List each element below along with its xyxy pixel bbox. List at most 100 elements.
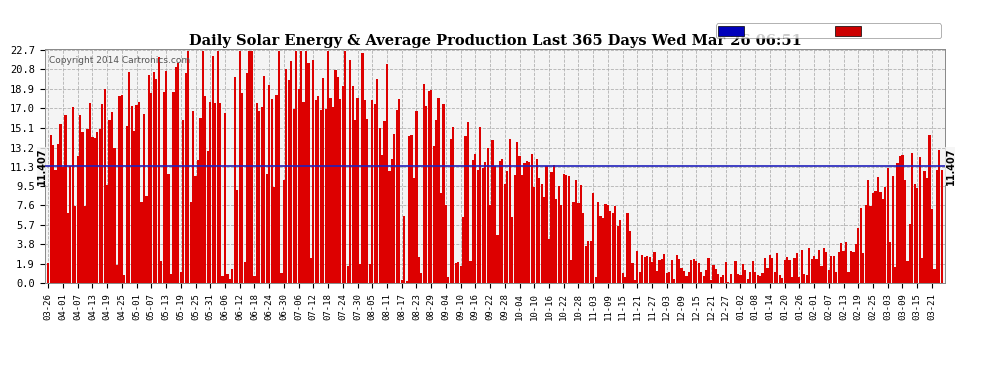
Bar [740,275,742,283]
Bar [685,276,688,283]
Bar [335,70,337,283]
Bar [416,111,418,283]
Bar [617,226,619,283]
Bar [157,57,159,283]
Bar [408,136,410,283]
Text: Copyright 2014 Cartronics.com: Copyright 2014 Cartronics.com [50,56,190,65]
Bar [673,279,675,283]
Bar [534,187,536,283]
Bar [614,206,617,283]
Bar [793,258,796,283]
Bar [175,66,177,283]
Bar [670,260,673,283]
Bar [232,269,234,283]
Bar [813,256,815,283]
Bar [722,275,725,283]
Bar [474,154,476,283]
Bar [430,90,433,283]
Bar [619,220,622,283]
Bar [926,178,929,283]
Bar [423,84,425,283]
Bar [791,277,793,283]
Bar [904,180,906,283]
Bar [237,190,239,283]
Bar [818,250,820,283]
Bar [521,175,523,283]
Bar [320,110,322,283]
Bar [496,235,499,283]
Bar [897,164,899,283]
Bar [425,106,428,283]
Bar [879,192,881,283]
Bar [109,120,111,283]
Bar [660,258,663,283]
Bar [229,279,231,283]
Bar [57,144,59,283]
Bar [322,78,325,283]
Bar [346,266,348,283]
Bar [486,148,489,283]
Bar [445,205,447,283]
Bar [651,261,653,283]
Bar [864,205,867,283]
Bar [642,255,644,283]
Bar [337,77,339,283]
Bar [744,270,746,283]
Bar [798,277,801,283]
Bar [833,256,835,283]
Bar [411,135,413,283]
Bar [477,170,479,283]
Bar [783,260,786,283]
Bar [403,216,405,283]
Bar [150,93,152,283]
Bar [133,131,136,283]
Bar [359,264,361,283]
Bar [541,184,543,283]
Bar [629,231,631,283]
Bar [914,184,916,283]
Bar [224,113,226,283]
Bar [771,258,773,283]
Bar [575,180,577,283]
Bar [806,275,808,283]
Bar [447,277,449,283]
Bar [104,89,106,283]
Bar [847,272,849,283]
Bar [899,156,901,283]
Bar [622,273,624,283]
Bar [349,60,351,283]
Bar [315,100,317,283]
Bar [167,174,169,283]
Bar [680,268,683,283]
Bar [894,267,896,283]
Bar [381,155,383,283]
Bar [366,119,368,283]
Bar [663,255,665,283]
Bar [74,206,76,283]
Bar [50,135,51,283]
Bar [939,150,940,283]
Bar [94,138,96,283]
Bar [467,122,469,283]
Bar [718,274,720,283]
Bar [602,218,604,283]
Bar [506,171,509,283]
Bar [612,213,614,283]
Bar [136,105,138,283]
Bar [138,102,141,283]
Bar [644,257,645,283]
Bar [388,171,390,283]
Bar [462,217,464,283]
Bar [250,51,253,283]
Bar [531,154,533,283]
Bar [749,272,751,283]
Bar [828,270,830,283]
Bar [489,205,491,283]
Bar [562,174,565,283]
Bar [557,186,560,283]
Bar [936,170,938,283]
Bar [342,86,344,283]
Bar [499,161,501,283]
Bar [48,263,50,283]
Bar [457,262,459,283]
